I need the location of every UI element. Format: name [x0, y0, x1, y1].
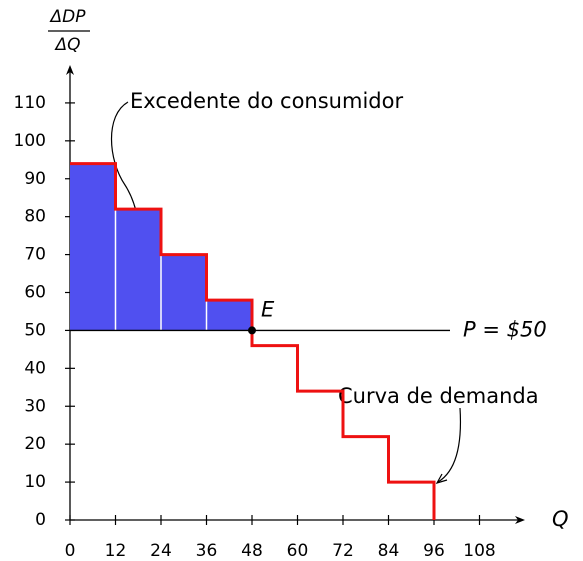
y-tick-label: 110 [14, 93, 46, 113]
surplus-bar [115, 209, 161, 331]
surplus-bar [206, 300, 252, 331]
surplus-bar [161, 254, 207, 331]
y-tick-label: 10 [24, 472, 46, 492]
x-tick-label: 84 [378, 541, 400, 561]
price-label: P = $50 [463, 317, 547, 341]
x-tick-label: 108 [463, 541, 495, 561]
y-tick-label: 100 [14, 131, 46, 151]
x-tick-label: 36 [196, 541, 218, 561]
point-label: E [261, 297, 275, 321]
x-tick-label: 0 [65, 541, 76, 561]
x-tick-label: 72 [332, 541, 354, 561]
demand-arrow-head [435, 473, 448, 484]
surplus-bar [70, 163, 116, 331]
y-tick-label: 90 [24, 169, 46, 189]
x-tick-label: 60 [287, 541, 309, 561]
x-tick-label: 24 [150, 541, 172, 561]
y-tick-label: 70 [24, 245, 46, 265]
surplus-label: Excedente do consumidor [130, 89, 403, 113]
x-tick-label: 48 [241, 541, 263, 561]
y-tick-label: 20 [24, 434, 46, 454]
y-tick-label: 0 [35, 510, 46, 530]
y-label-numerator: ΔDP [49, 7, 87, 27]
x-label: Q [552, 507, 569, 531]
y-tick-label: 60 [24, 283, 46, 303]
x-axis-arrow [515, 516, 525, 524]
demand-label: Curva de demanda [338, 384, 539, 408]
y-tick-label: 80 [24, 207, 46, 227]
y-axis-arrow [66, 65, 74, 75]
y-tick-label: 40 [24, 358, 46, 378]
x-tick-label: 12 [105, 541, 127, 561]
y-tick-label: 30 [24, 396, 46, 416]
x-tick-label: 96 [423, 541, 445, 561]
equilibrium-point [248, 326, 256, 335]
demand-arrow [437, 407, 462, 483]
demand-curve [70, 162, 436, 520]
y-label-denominator: ΔQ [53, 35, 80, 55]
y-tick-label: 50 [24, 320, 46, 340]
